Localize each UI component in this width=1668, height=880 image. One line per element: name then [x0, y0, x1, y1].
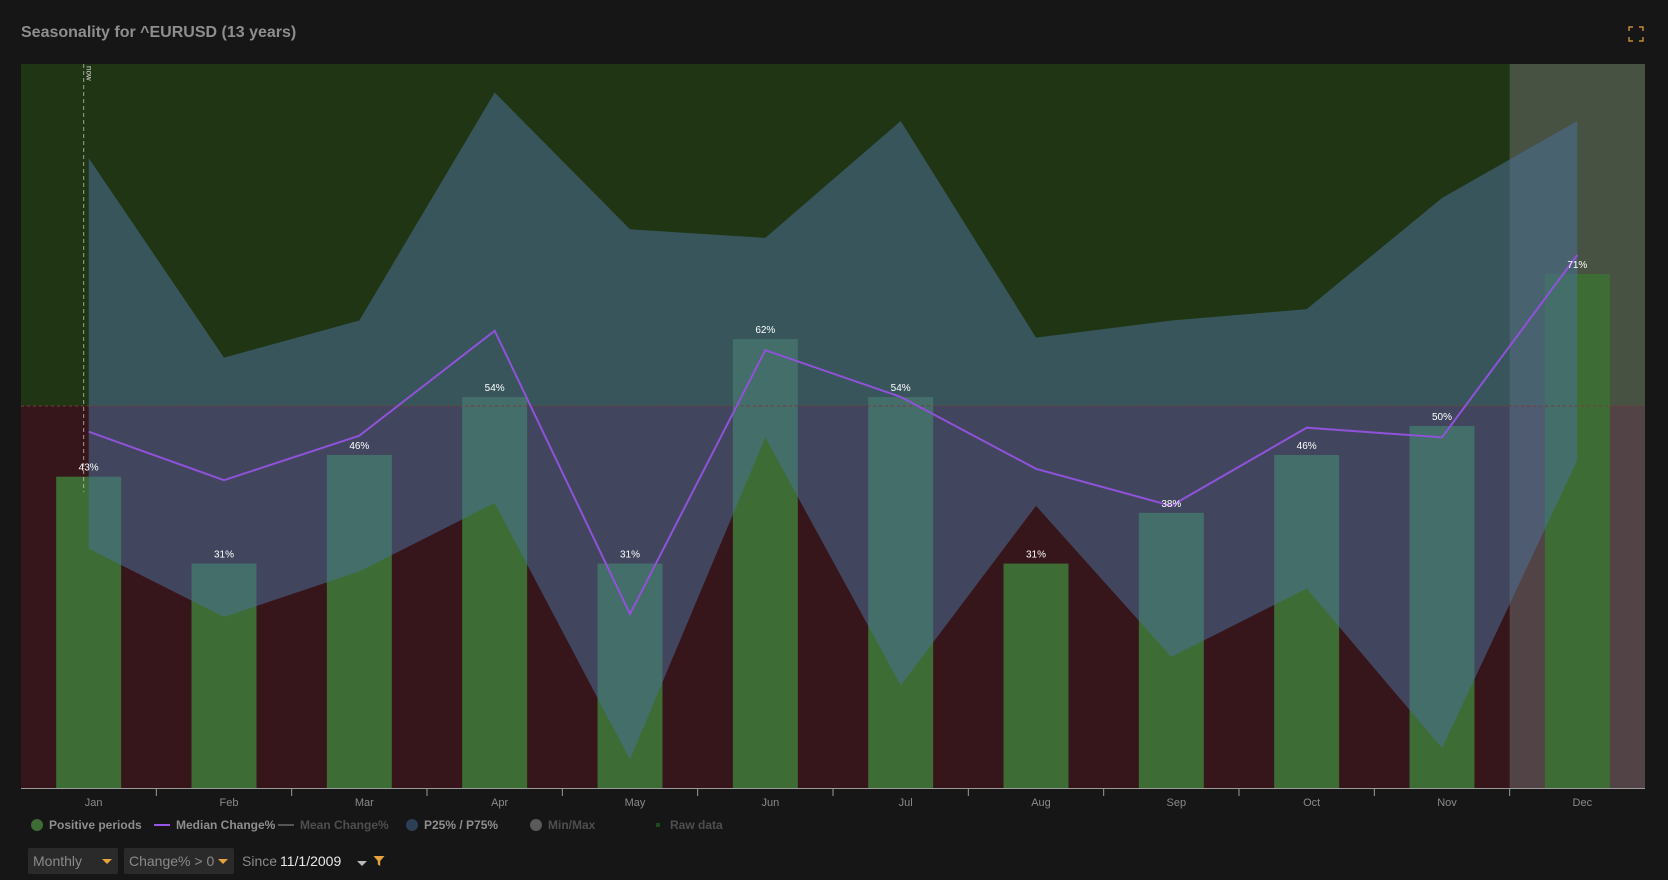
x-tick-label-oct: Oct — [1303, 797, 1320, 809]
legend-label: Positive periods — [49, 818, 142, 832]
legend-label: Raw data — [670, 818, 723, 832]
legend-label: Min/Max — [548, 818, 596, 832]
legend-median-change[interactable]: Median Change% — [154, 818, 275, 832]
x-tick-label-jan: Jan — [85, 797, 103, 809]
seasonality-chart: now 43% 31% 46% 54% 31% 62% 54% 31% 38% 46% 50% 71%… — [21, 64, 1645, 809]
x-tick-label-may: May — [625, 797, 646, 809]
x-tick-label-aug: Aug — [1031, 797, 1051, 809]
line-icon — [278, 824, 294, 826]
median-line — [88, 254, 1579, 617]
p25-p75-band — [21, 92, 1645, 760]
now-marker: now — [83, 64, 94, 492]
circle-icon — [406, 819, 418, 831]
circle-icon — [31, 819, 43, 831]
since-date-input[interactable] — [280, 851, 360, 871]
x-tick-label-sep: Sep — [1167, 797, 1187, 809]
legend-raw-data[interactable]: Raw data — [652, 818, 723, 832]
since-label: Since — [242, 853, 278, 869]
legend-label: Mean Change% — [300, 818, 389, 832]
condition-select[interactable]: Change% > 0 — [124, 848, 234, 874]
line-icon — [154, 824, 170, 826]
x-tick-label-mar: Mar — [355, 797, 374, 809]
bar-value-label: 54% — [485, 383, 505, 394]
bar-value-label: 31% — [620, 550, 640, 561]
x-axis: Jan Feb Mar Apr May Jun Jul Aug Sep Oct Nov Dec — [21, 788, 1645, 809]
legend-min-max[interactable]: Min/Max — [530, 818, 595, 832]
median-change-line — [88, 254, 1579, 617]
bar-aug — [1003, 563, 1069, 788]
fullscreen-icon[interactable] — [1628, 26, 1644, 42]
bar-labels: 43% 31% 46% 54% 31% 62% 54% 31% 38% 46% 50% 71% — [79, 260, 1588, 561]
bar-value-label: 43% — [79, 463, 99, 474]
now-label: now — [85, 66, 94, 81]
p25-p75-area — [88, 92, 1578, 760]
x-tick-label-apr: Apr — [491, 797, 508, 809]
legend-label: Median Change% — [176, 818, 276, 832]
bar-value-label: 38% — [1161, 499, 1181, 510]
chevron-down-icon[interactable] — [357, 861, 367, 866]
circle-icon — [530, 819, 542, 831]
bar-value-label: 54% — [891, 383, 911, 394]
bar-value-label: 46% — [1297, 441, 1317, 452]
chart-title: Seasonality for ^EURUSD (13 years) — [21, 24, 297, 41]
period-select-value: Monthly — [33, 853, 83, 869]
x-tick-label-dec: Dec — [1573, 797, 1593, 809]
x-tick-label-nov: Nov — [1437, 797, 1457, 809]
bar-value-label: 62% — [755, 325, 775, 336]
legend-label: P25% / P75% — [424, 818, 499, 832]
x-tick-label-jun: Jun — [761, 797, 779, 809]
square-icon — [656, 823, 660, 827]
legend-positive-periods[interactable]: Positive periods — [31, 818, 142, 832]
bar-value-label: 50% — [1432, 412, 1452, 423]
bar-value-label: 31% — [1026, 550, 1046, 561]
bar-value-label: 31% — [214, 550, 234, 561]
bar-value-label: 46% — [349, 441, 369, 452]
bar-value-label: 71% — [1567, 260, 1587, 271]
condition-select-value: Change% > 0 — [129, 853, 215, 869]
x-tick-label-jul: Jul — [899, 797, 913, 809]
legend-p25-p75[interactable]: P25% / P75% — [406, 818, 498, 832]
x-tick-label-feb: Feb — [220, 797, 239, 809]
period-select[interactable]: Monthly — [28, 848, 118, 874]
chevron-down-icon — [218, 859, 228, 864]
legend-mean-change[interactable]: Mean Change% — [278, 818, 389, 832]
filter-icon[interactable] — [373, 855, 385, 867]
positive-periods-bars — [56, 273, 1610, 789]
chevron-down-icon — [102, 859, 112, 864]
